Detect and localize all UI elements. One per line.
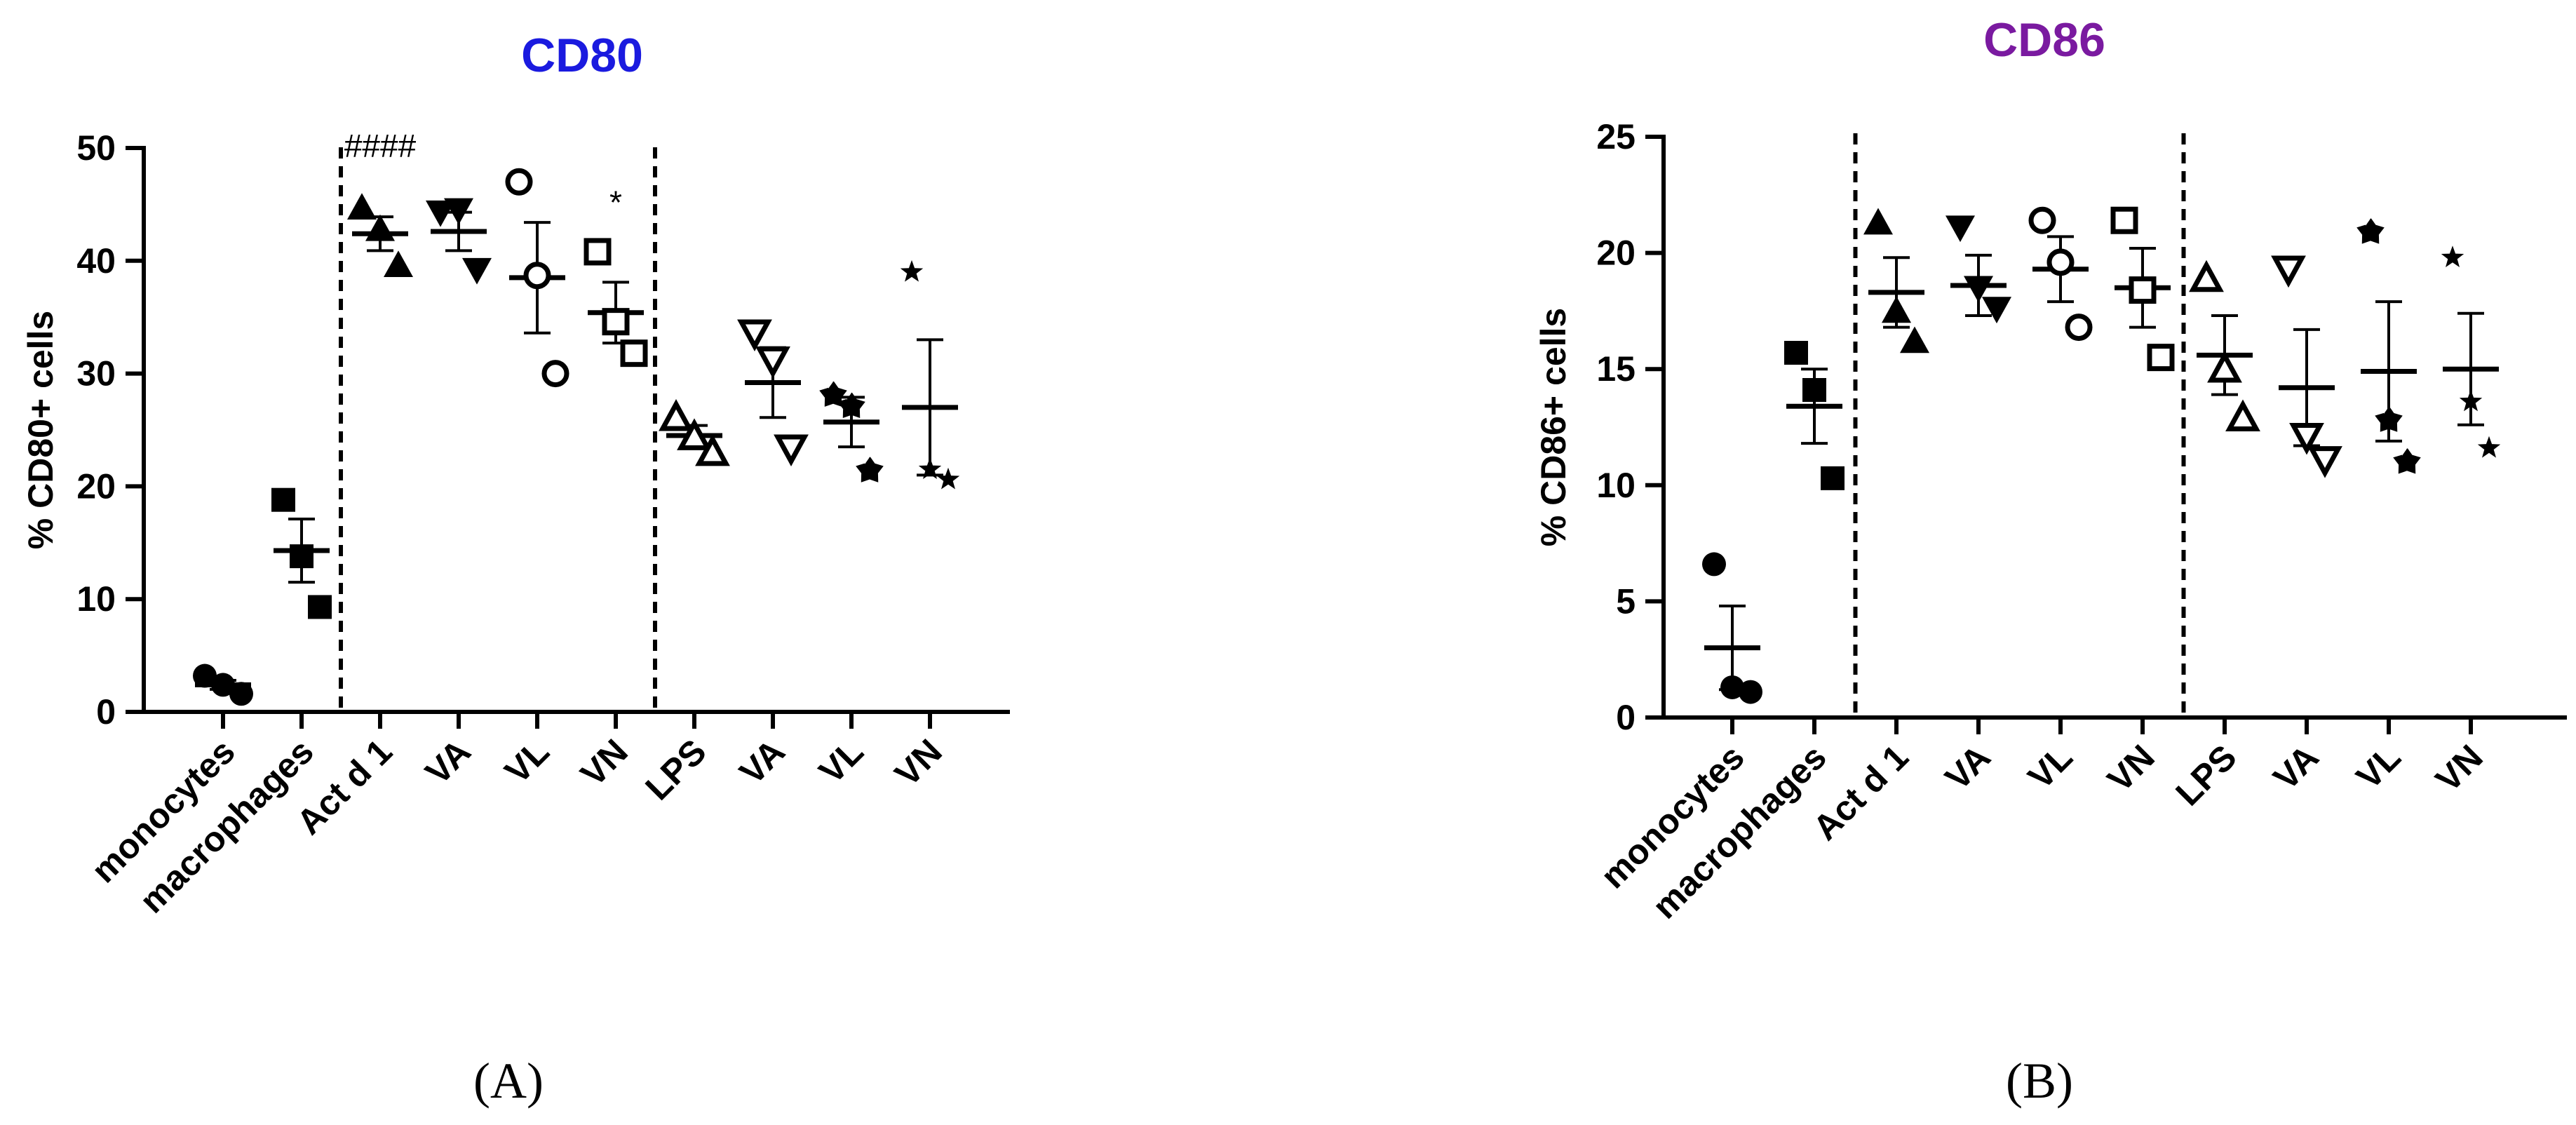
panel-a-data-point — [936, 467, 960, 490]
panel-a-data-point — [541, 360, 569, 388]
panel-b-y-tick-label: 20 — [1596, 234, 1636, 273]
panel-b-data-point — [1882, 296, 1911, 323]
panel-b-data-point — [2110, 206, 2138, 234]
panel-a-data-point — [211, 673, 235, 697]
panel-b-data-point — [1900, 326, 1929, 353]
panel-a-significance-annotation: * — [609, 184, 622, 220]
panel-a-y-tick-label: 20 — [76, 466, 116, 506]
panel-b-data-point — [2271, 255, 2306, 288]
panel-b-data-point — [2459, 389, 2483, 412]
panel-b-data-point — [2356, 218, 2385, 244]
panel-b-data-point — [2393, 448, 2421, 474]
panel-a-data-point — [602, 308, 630, 336]
panel-a-x-tick-label: VN — [887, 732, 950, 794]
panel-b-data-point — [1739, 680, 1762, 704]
panel-a-data-point — [584, 238, 612, 266]
panel-b-data-point — [2375, 406, 2403, 432]
panel-a-data-point — [444, 198, 473, 225]
panel-b-label: (B) — [2006, 1053, 2073, 1109]
panel-a-data-point — [774, 434, 809, 467]
panel-b-y-tick-label: 0 — [1616, 698, 1636, 737]
panel-a-y-tick-label: 50 — [76, 128, 116, 168]
panel-a-x-tick-label: VA — [418, 732, 478, 792]
panel-a-y-tick-label: 10 — [76, 579, 116, 619]
panel-a-data-point — [737, 319, 772, 352]
panel-a-data-point — [193, 663, 217, 688]
panel-a-title: CD80 — [521, 29, 643, 82]
panel-a-data-point — [462, 257, 492, 285]
panel-b-x-tick-label: VA — [2266, 737, 2326, 797]
panel-a-data-point — [620, 339, 648, 368]
panel-a-data-point — [290, 544, 313, 569]
panel-a-y-tick-label: 30 — [76, 354, 116, 393]
panel-a-x-tick-label: VA — [732, 732, 793, 792]
panel-a-x-tick-label: VL — [811, 732, 871, 791]
panel-b-data-point — [2189, 260, 2224, 292]
panel-a-data-point — [426, 200, 455, 227]
panel-a-data-point — [523, 262, 551, 290]
panel-a-data-point — [755, 346, 790, 379]
panel-b-data-point — [2289, 422, 2324, 455]
panel-a-data-point — [271, 487, 295, 512]
panel-a-y-tick-label: 0 — [96, 692, 116, 732]
panel-b-y-tick-label: 25 — [1596, 117, 1636, 156]
panel-b-title: CD86 — [1983, 13, 2105, 67]
panel-a-significance-annotation: #### — [344, 128, 417, 164]
panel-a-data-point — [347, 193, 377, 220]
panel-b-x-tick-label: VA — [1938, 737, 1998, 797]
panel-a-data-point — [837, 392, 865, 419]
panel-a-data-point — [229, 682, 253, 706]
panel-b-data-point — [1720, 675, 1744, 699]
panel-a-data-point — [384, 250, 413, 278]
panel-a-data-point — [365, 214, 395, 241]
panel-b-data-point — [2307, 446, 2342, 478]
panel-b-y-tick-label: 15 — [1596, 349, 1636, 389]
panel-b-y-axis-label: % CD86+ cells — [1534, 308, 1573, 546]
panel-b-data-point — [2028, 206, 2056, 234]
panel-a-label: (A) — [473, 1053, 544, 1109]
panel-b-y-tick-label: 10 — [1596, 466, 1636, 505]
panel-b-data-point — [2046, 248, 2075, 276]
panel-b-data-point — [2147, 344, 2175, 372]
panel-a-x-tick-label: VN — [573, 732, 635, 794]
panel-b-x-tick-label: LPS — [2168, 737, 2244, 813]
panel-b-y-tick-label: 5 — [1616, 581, 1636, 621]
panel-b-data-point — [2207, 350, 2242, 383]
panel-a-data-point — [819, 381, 847, 407]
panel-a-x-tick-label: VL — [497, 732, 557, 791]
panel-a-y-tick-label: 40 — [76, 241, 116, 281]
panel-b-data-point — [1982, 297, 2011, 324]
panel-b-x-tick-label: VN — [2100, 737, 2162, 800]
panel-a-x-tick-label: LPS — [638, 732, 713, 807]
panel-b-x-tick-label: VN — [2428, 737, 2490, 800]
panel-b-x-tick-label: VL — [2021, 737, 2080, 797]
panel-a-data-point — [677, 418, 712, 450]
panel-b-data-point — [2477, 436, 2501, 458]
panel-b-data-point — [1821, 466, 1845, 490]
panel-a-data-point — [695, 433, 730, 466]
panel-b-data-point — [1802, 378, 1826, 403]
panel-b-x-tick-label: VL — [2349, 737, 2408, 797]
panel-a-data-point — [856, 457, 884, 483]
panel-b-data-point — [2065, 314, 2093, 342]
panel-b-data-point — [1784, 341, 1808, 365]
panel-a-data-point — [308, 595, 332, 619]
panel-a-data-point — [900, 260, 924, 282]
panel-b-data-point — [2441, 245, 2464, 267]
panel-a-y-axis-label: % CD80+ cells — [21, 311, 60, 549]
panel-b-data-point — [2225, 399, 2260, 432]
panel-b-data-point — [1946, 215, 1975, 243]
panel-b-data-point — [1964, 276, 1993, 303]
panel-a-data-point — [659, 399, 694, 431]
panel-b-data-point — [1702, 552, 1726, 577]
panel-b-data-point — [1863, 208, 1893, 235]
panel-b-data-point — [2129, 276, 2157, 304]
panel-a-data-point — [505, 168, 533, 196]
panel-a-data-point — [918, 457, 942, 479]
